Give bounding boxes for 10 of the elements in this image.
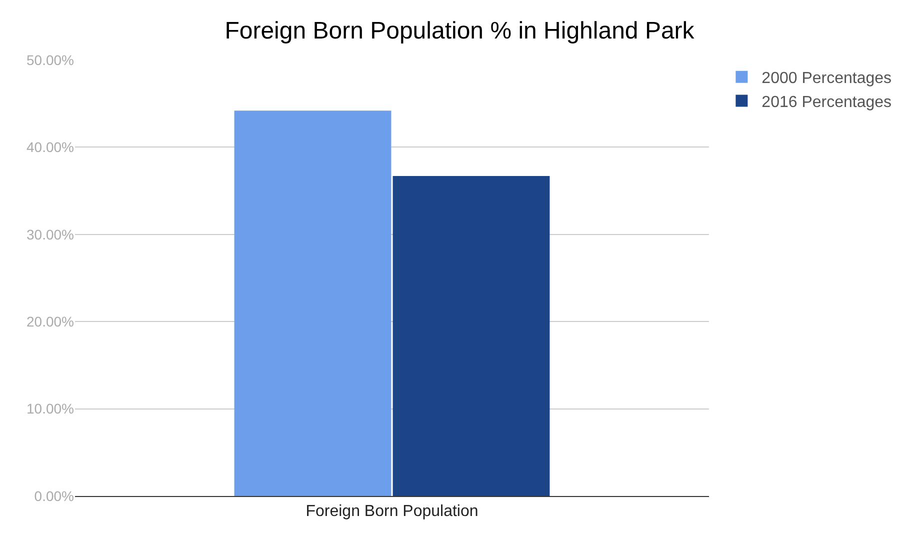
y-tick-label: 10.00% — [26, 400, 74, 417]
y-tick-label: 40.00% — [26, 139, 74, 156]
legend-label: 2016 Percentages — [762, 94, 892, 111]
y-tick-label: 30.00% — [26, 226, 74, 242]
legend-label: 2000 Percentages — [762, 70, 892, 88]
y-tick-label: 20.00% — [26, 314, 74, 330]
y-tick-label: 50.00% — [26, 52, 74, 68]
y-tick-label: 0.00% — [34, 488, 74, 504]
chart-title: Foreign Born Population % in Highland Park — [224, 18, 696, 45]
x-tick-label: Foreign Born Population — [306, 503, 478, 520]
